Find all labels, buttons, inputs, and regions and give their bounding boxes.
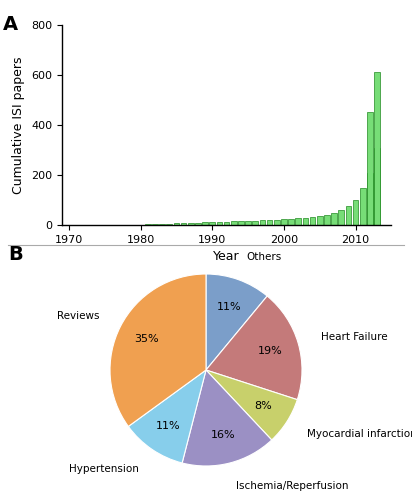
Bar bbox=[253, 220, 258, 225]
Bar bbox=[195, 222, 201, 225]
Bar bbox=[202, 222, 208, 225]
Text: A: A bbox=[2, 15, 18, 34]
Bar bbox=[152, 224, 158, 225]
Text: 8%: 8% bbox=[254, 401, 272, 411]
Text: 11%: 11% bbox=[216, 302, 241, 312]
Text: Reviews: Reviews bbox=[56, 310, 99, 320]
Text: 19%: 19% bbox=[258, 346, 283, 356]
Bar bbox=[288, 218, 294, 225]
Bar bbox=[231, 221, 236, 225]
Wedge shape bbox=[206, 370, 297, 440]
Bar bbox=[217, 222, 222, 225]
Text: 16%: 16% bbox=[211, 430, 235, 440]
Text: Ischemia/Reperfusion: Ischemia/Reperfusion bbox=[236, 481, 348, 491]
Bar bbox=[245, 221, 251, 225]
Text: Heart Failure: Heart Failure bbox=[321, 332, 388, 342]
Bar bbox=[295, 218, 301, 225]
Text: 35%: 35% bbox=[134, 334, 159, 344]
Bar bbox=[331, 212, 337, 225]
Text: 11%: 11% bbox=[156, 420, 180, 430]
Y-axis label: Cumulative ISI papers: Cumulative ISI papers bbox=[12, 56, 26, 194]
Bar bbox=[138, 224, 143, 225]
Text: Hypertension: Hypertension bbox=[69, 464, 138, 474]
Bar bbox=[224, 222, 229, 225]
Bar bbox=[209, 222, 215, 225]
Bar bbox=[159, 224, 165, 225]
Bar bbox=[281, 219, 287, 225]
Text: Myocardial infarction: Myocardial infarction bbox=[307, 430, 412, 440]
Bar bbox=[260, 220, 265, 225]
Bar bbox=[346, 206, 351, 225]
Wedge shape bbox=[128, 370, 206, 463]
Bar bbox=[317, 216, 323, 225]
Bar bbox=[173, 223, 179, 225]
Bar bbox=[145, 224, 151, 225]
Text: Others: Others bbox=[247, 252, 282, 262]
Bar bbox=[367, 172, 373, 225]
Bar bbox=[166, 224, 172, 225]
Bar bbox=[367, 112, 373, 225]
Wedge shape bbox=[110, 274, 206, 426]
Bar bbox=[324, 215, 330, 225]
Bar bbox=[353, 200, 358, 225]
X-axis label: Year: Year bbox=[213, 250, 240, 264]
Wedge shape bbox=[182, 370, 272, 466]
Bar bbox=[188, 223, 194, 225]
Bar bbox=[374, 72, 380, 225]
Wedge shape bbox=[206, 274, 267, 370]
Bar bbox=[338, 210, 344, 225]
Wedge shape bbox=[206, 296, 302, 400]
Bar bbox=[274, 220, 280, 225]
Bar bbox=[181, 223, 187, 225]
Bar bbox=[302, 218, 308, 225]
Bar bbox=[267, 220, 272, 225]
Bar bbox=[374, 148, 380, 225]
Bar bbox=[310, 217, 316, 225]
Bar bbox=[238, 221, 244, 225]
Bar bbox=[360, 188, 365, 225]
Text: B: B bbox=[8, 245, 23, 264]
